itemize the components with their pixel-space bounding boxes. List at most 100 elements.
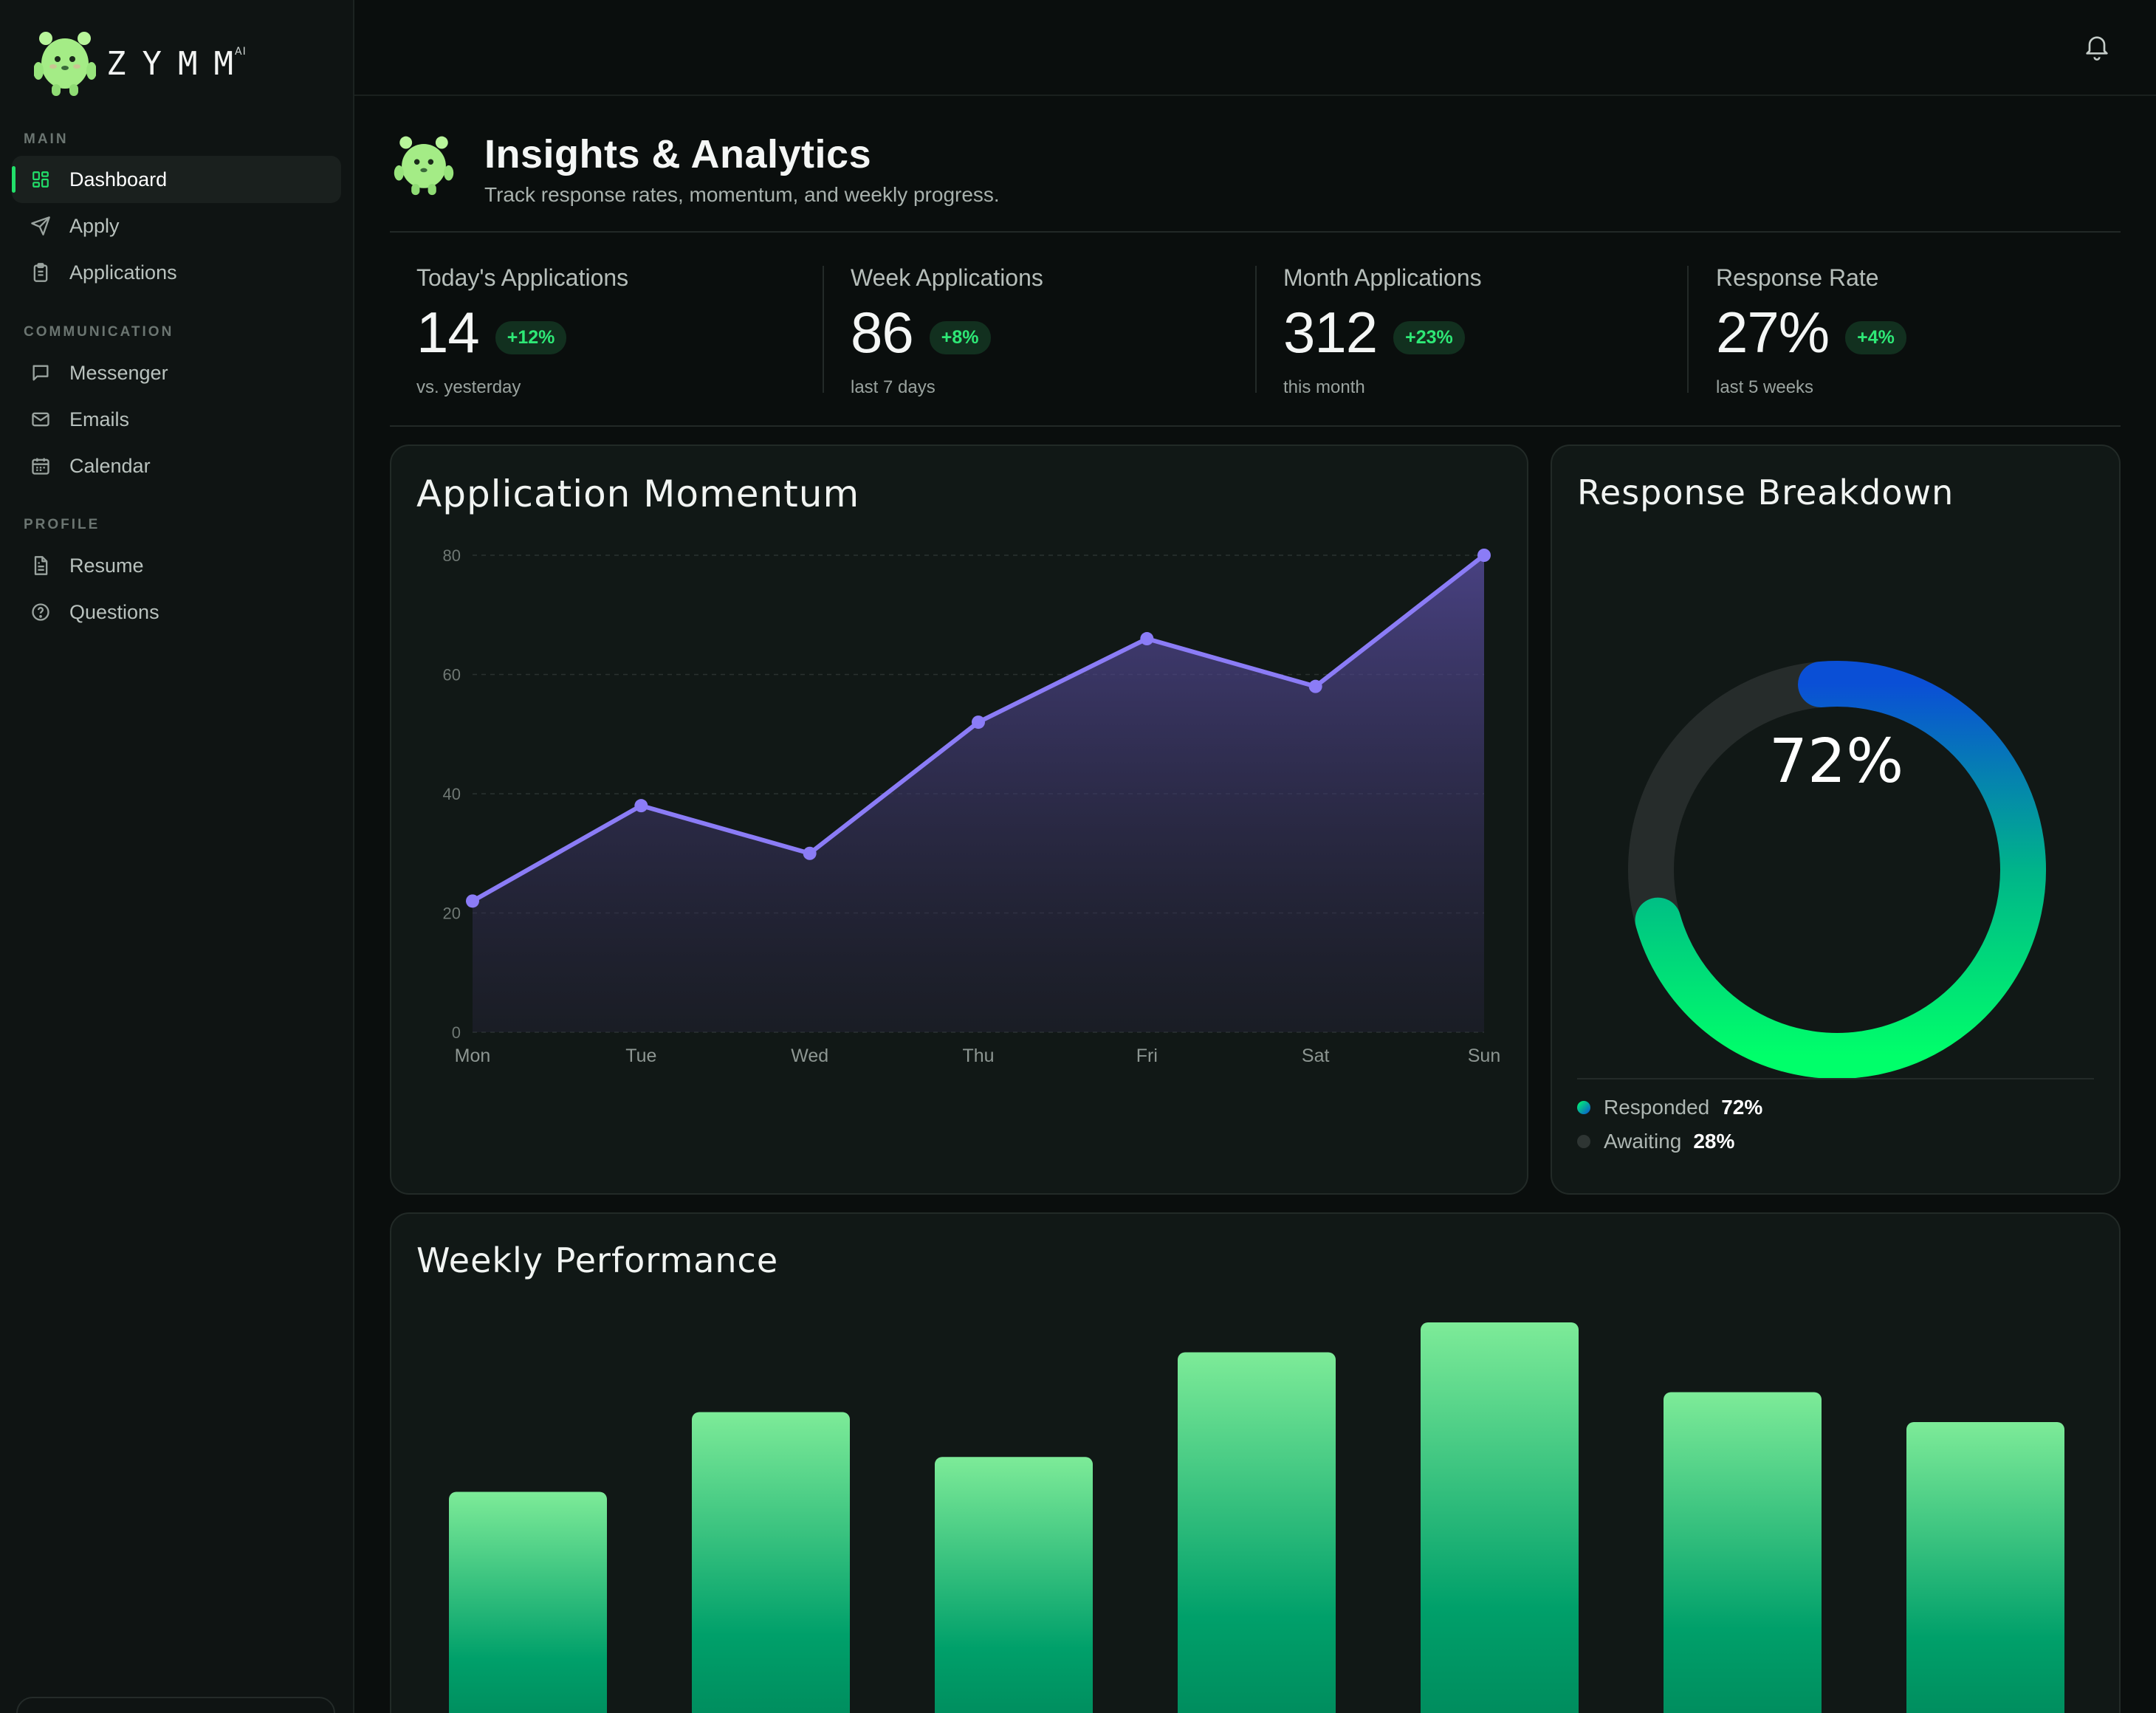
- stat-label: Month Applications: [1283, 264, 1482, 291]
- mail-icon: [30, 408, 52, 430]
- mascot-icon: [394, 136, 454, 196]
- page-title: Insights & Analytics: [484, 132, 872, 176]
- stat-value: 14: [416, 300, 480, 365]
- data-point[interactable]: [803, 846, 817, 860]
- x-tick-label: Mon: [455, 1046, 491, 1066]
- sidebar-item-emails[interactable]: Emails: [12, 396, 341, 443]
- breakdown-card: Response Breakdown 72%: [1551, 444, 2121, 1195]
- x-tick-label: Thu: [962, 1046, 994, 1066]
- stat-card-week: Week Applications 86 +8% last 7 days: [851, 264, 1264, 397]
- bell-icon[interactable]: [2082, 32, 2112, 62]
- stat-badge: +8%: [929, 320, 991, 354]
- stat-note: this month: [1283, 377, 1365, 397]
- weekly-title: Weekly Performance: [416, 1240, 779, 1280]
- stat-note: vs. yesterday: [416, 377, 521, 397]
- momentum-chart: 0 20 40 60 80 Mon Tue Wed Thu Fri Sat Sun: [443, 546, 1501, 1066]
- x-tick-label: Tue: [625, 1046, 656, 1066]
- divider: [1687, 266, 1689, 393]
- legend-label: Awaiting: [1604, 1130, 1682, 1153]
- bar-tue[interactable]: [692, 1412, 850, 1713]
- donut-chart: [1628, 661, 2046, 1079]
- stat-note: last 5 weeks: [1716, 377, 1814, 397]
- x-tick-label: Sun: [1468, 1046, 1500, 1066]
- x-tick-label: Sat: [1302, 1046, 1330, 1066]
- sidebar-footer-card[interactable]: [16, 1697, 335, 1713]
- x-tick-label: Wed: [791, 1046, 828, 1066]
- bar-sun[interactable]: [1906, 1422, 2064, 1713]
- data-point[interactable]: [634, 799, 648, 813]
- stat-value: 86: [851, 300, 914, 365]
- series-area: [473, 555, 1484, 1032]
- weekly-card: Weekly Performance: [390, 1212, 2121, 1713]
- bar-mon[interactable]: [449, 1491, 607, 1713]
- sidebar-item-label: Dashboard: [69, 168, 168, 190]
- sidebar: ZYMM AI MAIN Dashboard Apply Application…: [0, 0, 354, 1713]
- sidebar-item-label: Questions: [69, 600, 159, 623]
- stat-label: Today's Applications: [416, 264, 629, 291]
- y-tick-label: 80: [443, 546, 461, 565]
- stat-card-response-rate: Response Rate 27% +4% last 5 weeks: [1716, 264, 2129, 397]
- momentum-card: Application Momentum 0 20 40 60 80 Mon Tue Wed…: [390, 444, 1528, 1195]
- chat-icon: [30, 362, 52, 384]
- bar-sat[interactable]: [1664, 1392, 1822, 1713]
- sidebar-item-label: Applications: [69, 261, 177, 284]
- breakdown-title: Response Breakdown: [1577, 473, 1954, 512]
- data-point[interactable]: [466, 894, 479, 908]
- sidebar-item-calendar[interactable]: Calendar: [12, 442, 341, 490]
- sidebar-item-label: Calendar: [69, 454, 151, 477]
- y-tick-label: 60: [443, 666, 461, 684]
- nav-section-main: MAIN: [24, 131, 69, 147]
- x-tick-label: Fri: [1136, 1046, 1158, 1066]
- divider: [1255, 266, 1257, 393]
- stat-value: 312: [1283, 300, 1378, 365]
- divider: [1577, 1078, 2094, 1079]
- weekly-chart: [449, 1322, 2064, 1713]
- legend-dot: [1577, 1101, 1590, 1114]
- sidebar-item-dashboard[interactable]: Dashboard: [12, 156, 341, 203]
- sidebar-item-resume[interactable]: Resume: [12, 542, 341, 589]
- y-tick-label: 40: [443, 785, 461, 803]
- sidebar-item-messenger[interactable]: Messenger: [12, 349, 341, 397]
- help-circle-icon: [30, 601, 52, 623]
- grid-icon: [30, 168, 52, 190]
- sidebar-item-label: Resume: [69, 554, 144, 577]
- sidebar-item-applications[interactable]: Applications: [12, 249, 341, 296]
- calendar-icon: [30, 455, 52, 477]
- stat-note: last 7 days: [851, 377, 935, 397]
- data-point[interactable]: [1477, 549, 1491, 562]
- brand-name: ZYMM: [106, 44, 250, 83]
- legend-label: Responded: [1604, 1096, 1710, 1119]
- mascot-icon: [34, 32, 96, 96]
- stat-badge: +4%: [1845, 320, 1906, 354]
- divider: [823, 266, 824, 393]
- divider: [390, 425, 2121, 427]
- data-point[interactable]: [972, 715, 985, 730]
- data-point[interactable]: [1308, 679, 1322, 693]
- brand-logo[interactable]: ZYMM AI: [34, 28, 250, 99]
- send-icon: [30, 215, 52, 237]
- sidebar-item-questions[interactable]: Questions: [12, 588, 341, 636]
- clipboard-icon: [30, 261, 52, 284]
- topbar: [354, 0, 2156, 96]
- stat-badge: +12%: [495, 320, 567, 354]
- sidebar-item-apply[interactable]: Apply: [12, 202, 341, 250]
- legend-item-responded: Responded 72%: [1577, 1096, 1762, 1119]
- bar-fri[interactable]: [1421, 1322, 1579, 1713]
- y-tick-label: 0: [452, 1023, 461, 1042]
- sidebar-item-label: Messenger: [69, 361, 168, 384]
- bar-wed[interactable]: [935, 1457, 1093, 1713]
- legend-dot: [1577, 1135, 1590, 1148]
- y-tick-label: 20: [443, 904, 461, 923]
- stat-badge: +23%: [1393, 320, 1465, 354]
- sidebar-item-label: Emails: [69, 408, 130, 430]
- legend-value: 28%: [1693, 1130, 1735, 1153]
- momentum-title: Application Momentum: [416, 473, 860, 515]
- data-point[interactable]: [1140, 632, 1154, 646]
- document-icon: [30, 555, 52, 577]
- nav-section-communication: COMMUNICATION: [24, 324, 174, 340]
- stat-card-month: Month Applications 312 +23% this month: [1283, 264, 1697, 397]
- donut-center-label: 72%: [1768, 727, 1904, 797]
- divider: [390, 231, 2121, 233]
- donut-slice-responded: [1635, 661, 2046, 1079]
- bar-thu[interactable]: [1178, 1352, 1336, 1713]
